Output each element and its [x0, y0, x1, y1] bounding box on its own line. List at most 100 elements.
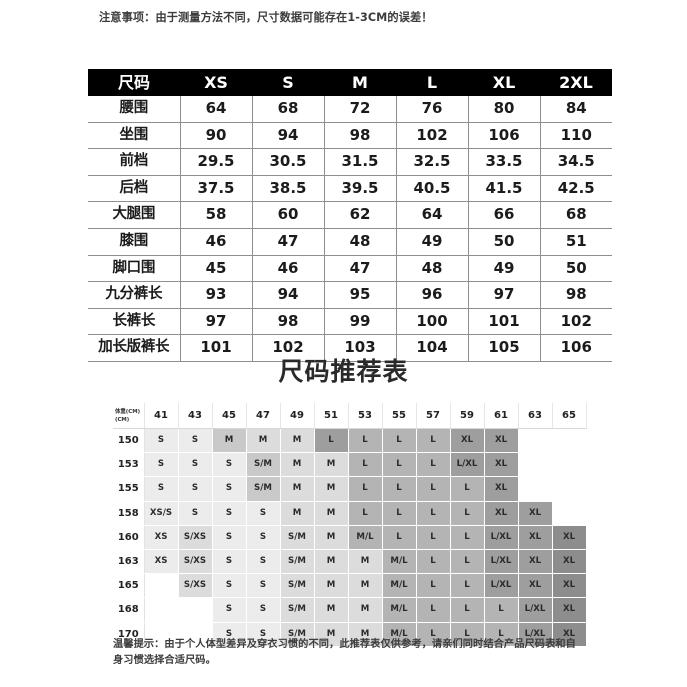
rec-size-cell: M: [314, 549, 349, 575]
rec-size-cell: L: [382, 501, 417, 526]
size-table-cell: 46: [251, 255, 324, 283]
size-table-cell: 98: [323, 122, 396, 150]
rec-size-cell: S: [246, 597, 281, 623]
rec-weight-column-header: 59: [450, 403, 485, 429]
size-table-corner-header: 尺码: [88, 69, 180, 96]
rec-weight-column-header: 45: [212, 403, 247, 429]
warm-tip-text: 温馨提示：由于个人体型差异及穿衣习惯的不同，此推荐表仅供参考，请亲们同时结合产品…: [113, 639, 576, 666]
rec-size-cell: L: [416, 597, 451, 623]
rec-weight-column-header: 53: [348, 403, 383, 429]
rec-size-cell: S: [178, 452, 213, 478]
table-row: 163 XS S/XS S S S/M M M M/L L L L/XL XL XL: [113, 549, 587, 575]
size-table-cell: 68: [251, 96, 324, 123]
rec-weight-column-header: 57: [416, 403, 451, 429]
size-table-cell: 106: [539, 334, 612, 362]
rec-size-cell: S: [246, 573, 281, 599]
size-table-cell: 38.5: [251, 175, 324, 203]
size-table-cell: 94: [251, 122, 324, 150]
rec-size-cell: S: [212, 452, 247, 478]
recommendation-grid-wrapper: 体重(CM) (CM) 41 43 45 47 49 51 53 55 57 59 61 63 65 150…: [113, 403, 587, 647]
rec-size-cell: M: [348, 573, 383, 599]
size-table-cell: 101: [179, 334, 252, 362]
rec-size-cell: L: [416, 622, 451, 647]
size-table-cell: 72: [323, 96, 396, 123]
size-table-col-header: 2XL: [540, 69, 612, 96]
rec-size-cell: L: [314, 428, 349, 454]
table-row: 158 XS/S S S S M M L L L L XL XL: [113, 501, 587, 526]
rec-weight-column-header: 55: [382, 403, 417, 429]
measurement-notice: 注意事项：由于测量方法不同，尺寸数据可能存在1-3CM的误差！: [99, 11, 433, 24]
rec-size-cell: M: [314, 525, 349, 551]
rec-size-cell: XL: [484, 428, 519, 454]
table-row: 160 XS S/XS S S S/M M M/L L L L L/XL XL XL: [113, 525, 587, 551]
size-table-cell: 103: [323, 334, 396, 362]
rec-size-cell: M: [348, 597, 383, 623]
rec-size-cell: L: [416, 476, 451, 502]
rec-size-cell: L: [450, 501, 485, 526]
rec-size-cell: L/XL: [518, 622, 553, 647]
size-table-cell: 98: [251, 308, 324, 336]
size-table-cell: 101: [467, 308, 540, 336]
rec-size-cell: S: [212, 476, 247, 502]
rec-size-cell: S: [212, 549, 247, 575]
size-table-cell: 104: [395, 334, 468, 362]
rec-size-cell: XL: [518, 525, 553, 551]
rec-size-cell: S: [246, 525, 281, 551]
size-table-col-header: L: [396, 69, 468, 96]
rec-weight-column-header: 47: [246, 403, 281, 429]
rec-size-cell: L: [450, 525, 485, 551]
size-table-cell: 64: [395, 201, 468, 229]
table-row: 前档 29.5 30.5 31.5 32.5 33.5 34.5: [88, 148, 612, 176]
size-table-cell: 50: [467, 228, 540, 256]
size-table-cell: 37.5: [179, 175, 252, 203]
rec-size-cell: [144, 597, 179, 623]
size-table-cell: 46: [179, 228, 252, 256]
size-table-row-label: 腰围: [88, 96, 180, 123]
recommendation-title: 尺码推荐表: [278, 357, 409, 386]
size-table-cell: 48: [323, 228, 396, 256]
rec-size-cell: L: [348, 428, 383, 454]
rec-size-cell: M/L: [382, 573, 417, 599]
size-table-cell: 102: [395, 122, 468, 150]
size-table-row-label: 脚口围: [88, 255, 180, 283]
rec-size-cell: M: [314, 501, 349, 526]
table-row: 155 S S S S/M M M L L L L XL: [113, 476, 587, 502]
rec-size-cell: L: [450, 622, 485, 647]
rec-weight-column-header: 65: [552, 403, 587, 429]
rec-size-cell: XL: [552, 549, 587, 575]
rec-size-cell: XL: [552, 597, 587, 623]
rec-size-cell: [552, 452, 587, 478]
rec-size-cell: XL: [518, 549, 553, 575]
rec-size-cell: S: [246, 501, 281, 526]
rec-size-cell: L/XL: [484, 525, 519, 551]
size-table-row-label: 九分裤长: [88, 281, 180, 309]
rec-table-corner-header: 体重(CM) (CM): [113, 403, 145, 429]
rec-size-cell: XS: [144, 525, 179, 551]
rec-size-cell: L: [450, 476, 485, 502]
rec-size-cell: L: [348, 501, 383, 526]
rec-size-cell: S/XS: [178, 525, 213, 551]
rec-size-cell: XL: [518, 501, 553, 526]
rec-size-cell: [518, 476, 553, 502]
size-table-col-header: XS: [180, 69, 252, 96]
size-table-cell: 99: [323, 308, 396, 336]
size-table-cell: 80: [467, 96, 540, 123]
size-table-cell: 49: [395, 228, 468, 256]
size-table-header-row: 尺码 XS S M L XL 2XL: [88, 69, 612, 96]
rec-size-cell: L: [416, 501, 451, 526]
rec-size-cell: [178, 622, 213, 647]
table-row: 168 S S S/M M M M/L L L L L/XL XL: [113, 597, 587, 623]
rec-table-body: 150 S S M M M L L L L XL XL 153 S S S S/M M M L L L L/XL XL 155 S…: [113, 428, 587, 647]
rec-height-row-header: 150: [113, 428, 145, 454]
rec-size-cell: L: [416, 549, 451, 575]
rec-height-row-header: 163: [113, 549, 145, 575]
rec-size-cell: S: [144, 428, 179, 454]
rec-size-cell: S: [178, 476, 213, 502]
rec-height-row-header: 168: [113, 597, 145, 623]
rec-size-cell: M: [280, 452, 315, 478]
size-table-body: 腰围 64 68 72 76 80 84 坐围 90 94 98 102 106 110 前档 29.5 30.…: [88, 96, 612, 362]
table-row: 后档 37.5 38.5 39.5 40.5 41.5 42.5: [88, 175, 612, 203]
rec-size-cell: S/M: [280, 597, 315, 623]
rec-size-cell: M/L: [382, 622, 417, 647]
rec-size-cell: S/M: [246, 452, 281, 478]
